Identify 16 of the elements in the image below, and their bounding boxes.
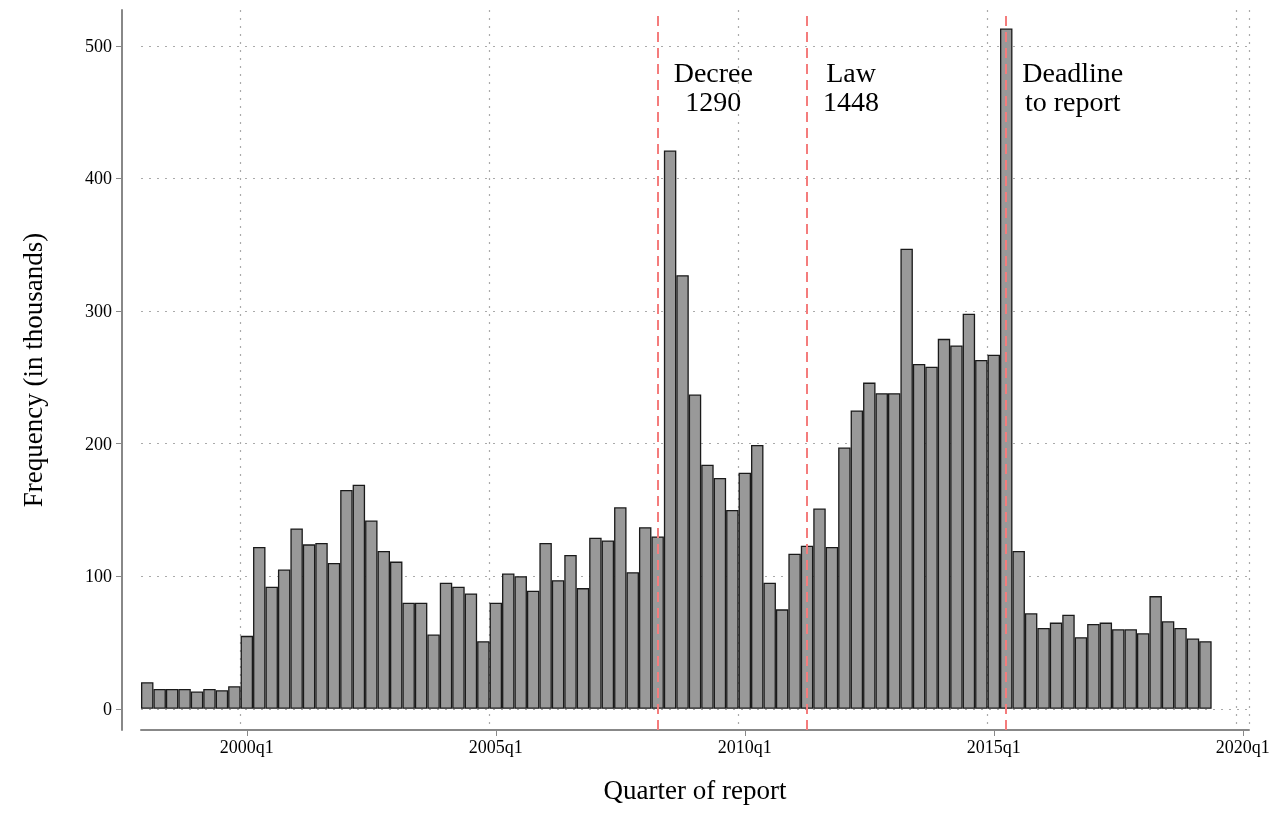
y-tick-label: 500 [85,35,112,56]
y-tick-label: 200 [85,433,112,454]
y-axis-title: Frequency (in thousands) [17,232,48,508]
y-tick-label: 0 [103,698,112,719]
y-tick-label: 300 [85,300,112,321]
x-tick-label: 2020q1 [1215,737,1270,757]
y-tick-label: 100 [85,566,112,587]
annotation: Deadline to report [1022,57,1124,117]
y-tick-label: 400 [85,168,112,189]
x-tick-label: 2010q1 [717,737,772,757]
x-tick-label: 2015q1 [966,737,1021,757]
x-tick-label: 2005q1 [468,737,523,757]
x-tick-label: 2000q1 [219,737,274,757]
annotation: Law 1448 [823,57,880,117]
annotation: Decree 1290 [673,57,753,117]
x-axis-title: Quarter of report [603,774,787,805]
